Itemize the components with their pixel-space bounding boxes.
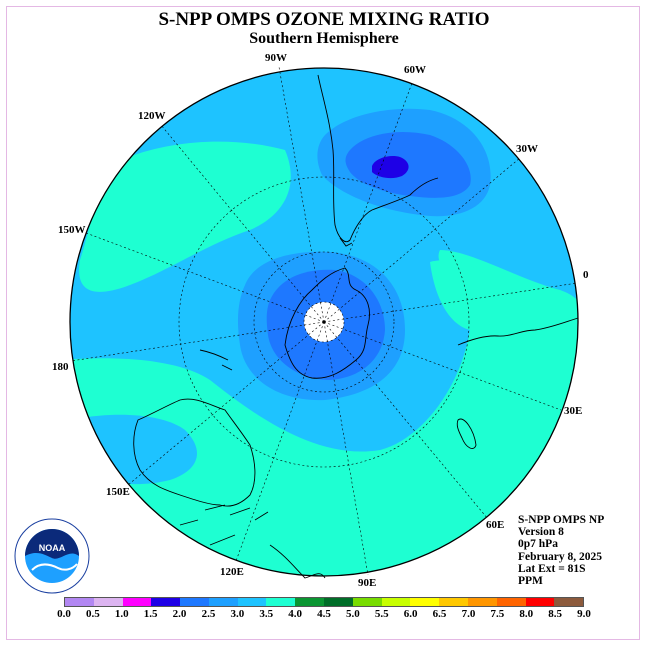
noaa-logo: NOAA [14,518,90,594]
colorbar-tick-label: 3.5 [259,608,274,620]
colorbar-tick-label: 2.5 [201,608,216,620]
label-150w: 150W [58,224,86,236]
meridian-30e [323,321,562,411]
label-180: 180 [52,361,69,373]
label-0: 0 [583,269,589,281]
colorbar-tick-label: 4.5 [317,608,331,620]
antarctica-coast [284,267,370,379]
africa-coast [457,317,579,346]
colorbar-segment [439,598,468,606]
label-90w: 90W [265,52,287,64]
meridian-120w [160,124,325,323]
noaa-logo-text: NOAA [39,543,66,553]
south-pole-marker [322,320,326,324]
colorbar-tick-label: 8.0 [519,608,534,620]
info-level: 0p7 hPa [518,538,558,551]
new-zealand [199,349,233,371]
colorbar-tick-label: 9.0 [577,608,591,620]
indonesia-islands [179,504,269,546]
info-version: Version 8 [518,526,564,539]
label-120w: 120W [138,110,166,122]
info-units: PPM [518,575,543,588]
colorbar-segment [324,598,353,606]
info-date: February 8, 2025 [518,550,603,563]
colorbar-tick-label: 2.0 [172,608,187,620]
colorbar-tick-label: 7.0 [461,608,476,620]
colorbar-segment [93,598,123,606]
colorbar-tick-label: 1.0 [114,608,129,620]
colorbar-segment [525,598,555,606]
colorbar-segment [208,598,238,606]
meridian-150w [85,232,325,323]
latitude-ring-80 [303,301,345,343]
meridian-60w [323,82,413,323]
colorbar-segment [122,598,152,606]
madagascar [456,418,477,449]
label-30w: 30W [516,143,538,155]
map-subtitle: Southern Hemisphere [249,30,399,47]
colorbar-segment [381,598,411,606]
meridian-120e [235,321,325,562]
colorbar-tick-label: 6.0 [403,608,418,620]
info-panel: S-NPP OMPS NP Version 8 0p7 hPa February… [518,514,604,587]
info-instrument: S-NPP OMPS NP [518,514,605,526]
figure-frame [6,6,640,640]
band-3-5-west [79,141,291,292]
colorbar-segment [295,598,325,606]
colorbar-tick-label: 4.0 [288,608,302,620]
label-60e: 60E [486,519,504,531]
latitude-ring-50 [178,176,470,468]
colorbar-tick-label: 5.0 [346,608,360,620]
colorbar-segment [180,598,209,606]
colorbar-segment [65,598,94,606]
colorbar-segment [266,598,296,606]
colorbar-tick-label: 7.5 [490,608,505,620]
label-90e: 90E [358,577,376,589]
meridian-150e [127,321,325,486]
colorbar-segment [554,598,584,606]
colorbar-segment [467,598,497,606]
colorbar-ticks: 0.0 0.5 1.0 1.5 2.0 2.5 3.0 3.5 4.0 4.5 5.0 5.5 6.0 6… [0,608,648,622]
meridian-0 [323,282,578,323]
colorbar-tick-label: 3.0 [230,608,245,620]
colorbar-tick-label: 1.5 [143,608,158,620]
colorbar [64,597,584,607]
label-30e: 30E [564,405,582,417]
label-120e: 120E [220,566,244,578]
latitude-ring-70 [253,251,395,393]
colorbar-tick-label: 8.5 [548,608,562,620]
graticule [70,66,578,576]
band-1-5-atlantic [372,156,409,179]
australia-coast [133,398,256,507]
colorbar-segment [151,598,181,606]
meridian-180 [70,321,325,362]
label-60w: 60W [404,64,426,76]
south-america-coast [317,74,439,243]
tierra-del-fuego [339,237,353,247]
coastlines [133,74,579,579]
band-3-5-east [430,260,502,330]
colorbar-segment [352,598,382,606]
info-lat-ext: Lat Ext = 81S [518,562,586,575]
longitude-labels: 90W 60W 30W 0 30E 60E 90E 120E 150E 180 … [52,52,589,589]
colorbar-tick-label: 6.5 [432,608,447,620]
colorbar-tick-label: 5.5 [374,608,389,620]
label-150e: 150E [106,486,130,498]
asia-coast [269,544,326,579]
colorbar-tick-label: 0.5 [86,608,100,620]
meridian-30w [323,157,521,323]
colorbar-tick-label: 0.0 [57,608,71,620]
colorbar-segment [410,598,440,606]
colorbar-segment [496,598,526,606]
colorbar-segment [237,598,267,606]
band-3-5-south [70,250,578,576]
map-boundary [69,67,579,577]
map-title: S-NPP OMPS OZONE MIXING RATIO [158,9,490,30]
